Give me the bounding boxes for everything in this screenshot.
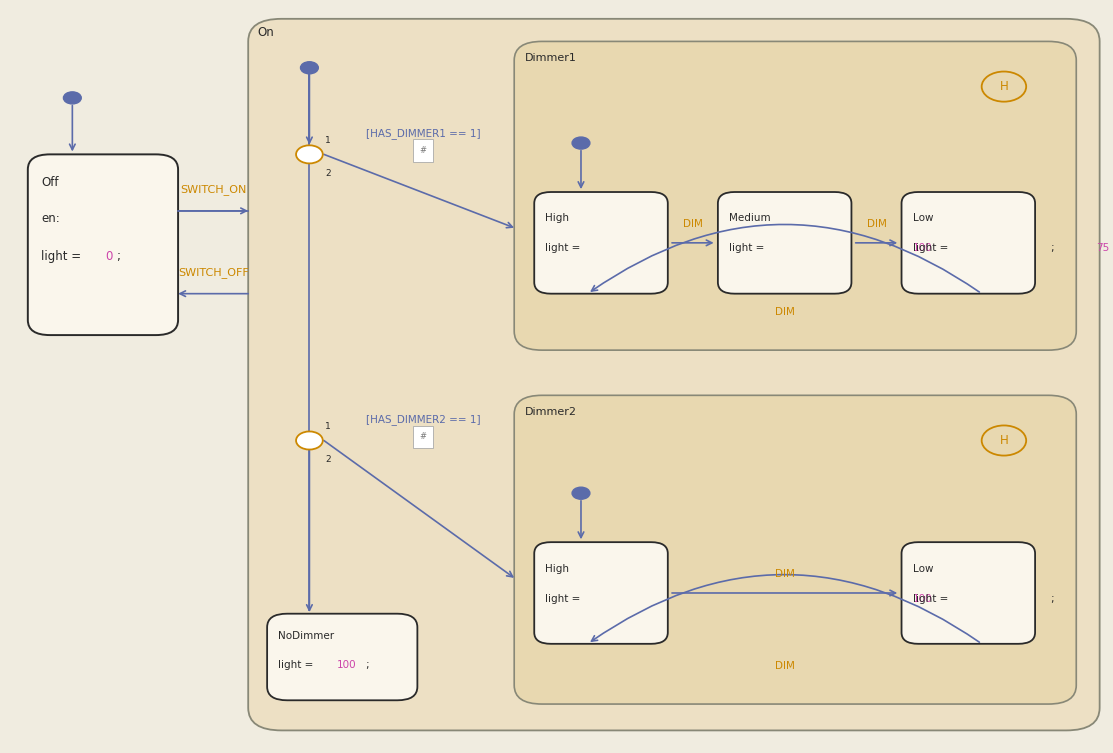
Text: #: # <box>420 146 426 155</box>
Text: DIM: DIM <box>775 569 795 579</box>
Text: [HAS_DIMMER1 == 1]: [HAS_DIMMER1 == 1] <box>366 128 480 139</box>
FancyBboxPatch shape <box>28 154 178 335</box>
Text: en:: en: <box>41 212 60 225</box>
FancyBboxPatch shape <box>514 41 1076 350</box>
FancyBboxPatch shape <box>902 192 1035 294</box>
Text: Medium: Medium <box>729 213 770 224</box>
Text: DIM: DIM <box>683 219 702 229</box>
Text: light =: light = <box>913 593 952 604</box>
Text: 100: 100 <box>913 243 933 254</box>
FancyBboxPatch shape <box>902 542 1035 644</box>
FancyBboxPatch shape <box>267 614 417 700</box>
Text: DIM: DIM <box>775 307 795 318</box>
Text: 100: 100 <box>337 660 357 670</box>
Text: light =: light = <box>913 243 952 254</box>
Text: 0: 0 <box>106 249 114 263</box>
Text: ;: ; <box>365 660 368 670</box>
Circle shape <box>63 92 81 104</box>
Text: light =: light = <box>729 243 768 254</box>
Text: 75: 75 <box>1096 243 1110 254</box>
FancyBboxPatch shape <box>718 192 851 294</box>
Text: H: H <box>999 80 1008 93</box>
Circle shape <box>301 62 318 74</box>
Text: DIM: DIM <box>775 661 795 672</box>
Text: 2: 2 <box>325 455 331 464</box>
Text: High: High <box>545 213 570 224</box>
Text: Off: Off <box>41 176 59 190</box>
Text: light =: light = <box>41 249 85 263</box>
Text: SWITCH_ON: SWITCH_ON <box>180 184 246 195</box>
Text: light =: light = <box>545 593 584 604</box>
Text: High: High <box>545 563 570 574</box>
FancyBboxPatch shape <box>534 192 668 294</box>
Text: Dimmer2: Dimmer2 <box>525 407 578 417</box>
Text: H: H <box>999 434 1008 447</box>
Text: [HAS_DIMMER2 == 1]: [HAS_DIMMER2 == 1] <box>366 414 480 425</box>
FancyBboxPatch shape <box>248 19 1100 730</box>
Text: light =: light = <box>545 243 584 254</box>
Text: light =: light = <box>278 660 317 670</box>
Text: ;: ; <box>1051 243 1054 254</box>
Text: Dimmer1: Dimmer1 <box>525 53 578 63</box>
Text: 1: 1 <box>325 422 331 431</box>
FancyBboxPatch shape <box>514 395 1076 704</box>
Text: On: On <box>257 26 274 39</box>
Text: 2: 2 <box>325 169 331 178</box>
Text: Low: Low <box>913 213 933 224</box>
Circle shape <box>296 145 323 163</box>
Text: ;: ; <box>116 249 120 263</box>
Text: Low: Low <box>913 563 933 574</box>
Text: #: # <box>420 432 426 441</box>
Text: NoDimmer: NoDimmer <box>278 631 334 642</box>
Text: 100: 100 <box>913 593 933 604</box>
Text: DIM: DIM <box>867 219 886 229</box>
FancyBboxPatch shape <box>534 542 668 644</box>
Text: SWITCH_OFF: SWITCH_OFF <box>178 267 248 278</box>
Circle shape <box>572 137 590 149</box>
Circle shape <box>572 487 590 499</box>
Circle shape <box>296 431 323 450</box>
Text: 1: 1 <box>325 136 331 145</box>
Text: ;: ; <box>1051 593 1054 604</box>
